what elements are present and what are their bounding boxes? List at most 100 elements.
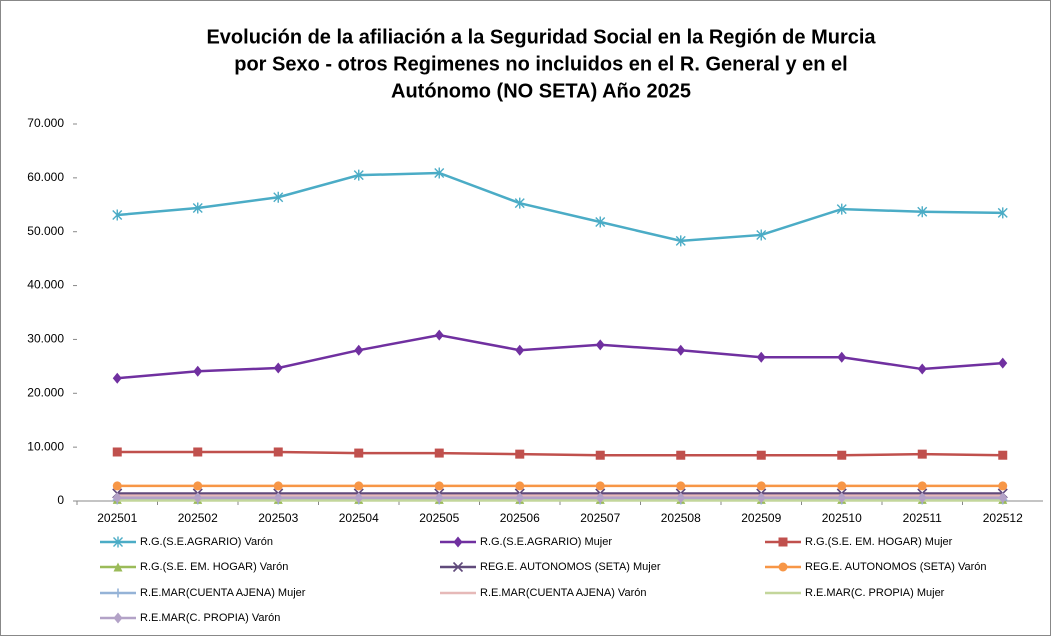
legend-label: R.E.MAR(CUENTA AJENA) Varón <box>480 587 646 599</box>
marker <box>595 450 605 460</box>
legend-label: REG.E. AUTONOMOS (SETA) Mujer <box>480 561 661 573</box>
marker <box>756 492 766 504</box>
marker <box>453 536 463 548</box>
marker <box>273 362 283 374</box>
marker <box>452 561 464 573</box>
marker <box>998 492 1008 504</box>
legend-label: R.G.(S.E. EM. HOGAR) Varón <box>140 561 288 573</box>
marker <box>112 481 122 491</box>
marker <box>515 344 525 356</box>
marker <box>353 169 364 181</box>
marker <box>434 448 444 458</box>
series-line <box>117 171 1003 243</box>
marker <box>113 588 123 598</box>
marker <box>354 448 364 458</box>
legend-label: R.G.(S.E.AGRARIO) Mujer <box>480 536 612 548</box>
marker <box>778 537 788 547</box>
chart-title: Autónomo (NO SETA) Año 2025 <box>391 80 691 102</box>
marker <box>514 197 525 209</box>
marker <box>273 481 283 491</box>
chart-title: Evolución de la afiliación a la Segurida… <box>206 26 876 48</box>
legend-label: R.G.(S.E.AGRARIO) Varón <box>140 536 273 548</box>
marker <box>837 450 847 460</box>
y-tick-label: 0 <box>57 493 64 507</box>
x-tick-label: 202512 <box>983 511 1023 525</box>
marker <box>193 365 203 377</box>
marker <box>837 351 847 363</box>
marker <box>434 492 444 504</box>
marker <box>193 492 203 504</box>
marker <box>113 536 123 548</box>
marker <box>595 216 606 228</box>
x-tick-label: 202511 <box>903 511 942 525</box>
series-line <box>117 450 1003 457</box>
marker <box>756 450 766 460</box>
marker <box>917 492 927 504</box>
marker <box>917 481 927 491</box>
marker <box>836 203 847 215</box>
marker <box>273 191 284 203</box>
x-tick-label: 202510 <box>822 511 862 525</box>
marker <box>354 481 364 491</box>
marker <box>595 339 605 351</box>
y-tick-label: 10.000 <box>27 439 64 453</box>
chart-title: por Sexo - otros Regimenes no incluidos … <box>234 53 848 75</box>
x-tick-label: 202505 <box>419 511 459 525</box>
marker <box>675 235 686 247</box>
marker <box>354 492 364 504</box>
legend-label: REG.E. AUTONOMOS (SETA) Varón <box>805 561 987 573</box>
marker <box>354 344 364 356</box>
marker <box>837 492 847 504</box>
marker <box>112 209 123 221</box>
marker <box>917 206 928 218</box>
y-tick-label: 70.000 <box>27 116 64 130</box>
marker <box>273 492 283 504</box>
x-tick-label: 202509 <box>741 511 781 525</box>
marker <box>434 481 444 491</box>
x-tick-label: 202504 <box>339 511 379 525</box>
marker <box>997 207 1008 219</box>
legend-label: R.E.MAR(CUENTA AJENA) Mujer <box>140 587 306 599</box>
marker <box>756 481 766 491</box>
marker <box>837 481 847 491</box>
marker <box>193 481 203 491</box>
marker <box>273 447 283 457</box>
marker <box>434 329 444 341</box>
marker <box>676 481 686 491</box>
marker <box>192 202 203 214</box>
y-tick-label: 30.000 <box>27 332 64 346</box>
marker <box>112 447 122 457</box>
marker <box>515 449 525 459</box>
marker <box>998 481 1008 491</box>
marker <box>676 450 686 460</box>
x-tick-label: 202501 <box>97 511 137 525</box>
legend-label: R.E.MAR(C. PROPIA) Varón <box>140 612 280 624</box>
marker <box>676 492 686 504</box>
marker <box>917 363 927 375</box>
y-tick-label: 40.000 <box>27 278 64 292</box>
marker <box>595 492 605 504</box>
marker <box>113 612 123 624</box>
marker <box>193 447 203 457</box>
marker <box>434 167 445 179</box>
marker <box>595 481 605 491</box>
y-tick-label: 50.000 <box>27 224 64 238</box>
marker <box>917 449 927 459</box>
legend-label: R.E.MAR(C. PROPIA) Mujer <box>805 587 945 599</box>
x-tick-label: 202502 <box>178 511 218 525</box>
marker <box>112 492 122 504</box>
x-tick-label: 202503 <box>258 511 298 525</box>
marker <box>113 562 123 572</box>
marker <box>778 562 788 572</box>
marker <box>756 229 767 241</box>
marker <box>676 344 686 356</box>
x-tick-label: 202506 <box>500 511 540 525</box>
x-tick-label: 202507 <box>580 511 620 525</box>
y-tick-label: 20.000 <box>27 385 64 399</box>
x-tick-label: 202508 <box>661 511 701 525</box>
series-line <box>117 333 1003 380</box>
y-tick-label: 60.000 <box>27 170 64 184</box>
marker <box>112 372 122 384</box>
